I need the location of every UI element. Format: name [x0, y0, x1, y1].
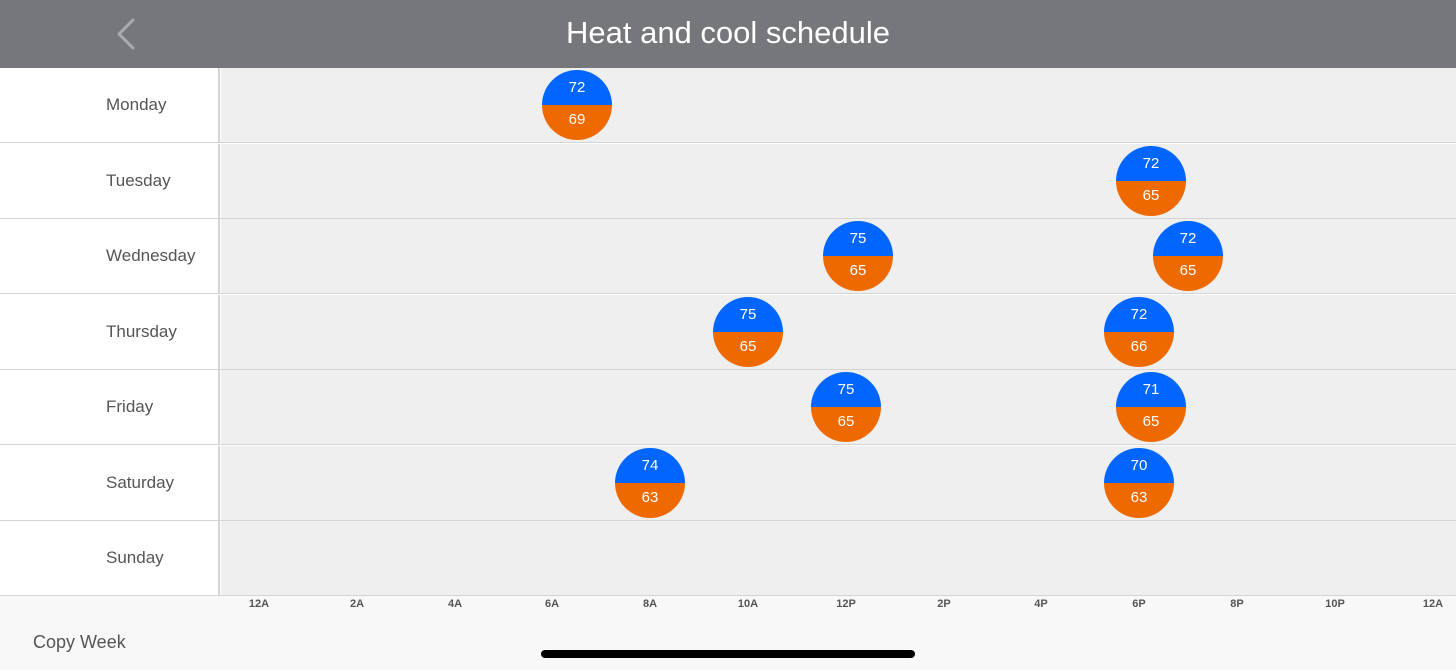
axis-tick-label: 4P [1034, 598, 1048, 610]
axis-tick-label: 8P [1230, 598, 1244, 610]
axis-tick-label: 10A [737, 598, 759, 610]
cool-setpoint: 71 [1116, 372, 1186, 407]
bottom-bar: Copy Week [0, 616, 1456, 670]
setpoint-bubble[interactable]: 71 65 [1116, 372, 1186, 442]
cool-setpoint: 75 [811, 372, 881, 407]
day-label: Wednesday [106, 246, 196, 265]
cool-setpoint: 74 [615, 448, 685, 483]
cool-setpoint: 72 [1104, 297, 1174, 332]
day-label: Sunday [106, 548, 164, 567]
heat-setpoint: 65 [811, 407, 881, 442]
back-button[interactable] [108, 12, 148, 56]
page-title: Heat and cool schedule [565, 15, 890, 50]
day-label-cell: Wednesday [0, 219, 220, 293]
heat-setpoint: 65 [1116, 407, 1186, 442]
axis-tick-label: 2P [937, 598, 951, 610]
axis-tick-label: 12A [248, 598, 270, 610]
day-label-cell: Friday [0, 370, 220, 444]
cool-setpoint: 75 [823, 221, 893, 256]
axis-tick-label: 10P [1325, 598, 1345, 610]
time-axis: 12A 2A 4A 6A 8A 10A 12P 2P 4P 6P 8P 10P 12A [0, 596, 1456, 616]
nav-bar: Heat and cool schedule [0, 0, 1456, 68]
day-label: Saturday [106, 473, 175, 492]
setpoint-bubble[interactable]: 74 63 [615, 448, 685, 518]
setpoint-bubble[interactable]: 72 69 [542, 70, 612, 140]
setpoint-bubble[interactable]: 75 65 [823, 221, 893, 291]
day-label: Monday [106, 95, 167, 114]
day-label-cell: Sunday [0, 521, 220, 595]
axis-tick-label: 8A [642, 598, 658, 610]
day-row: Saturday 74 63 70 63 [0, 446, 1456, 521]
day-label-cell: Saturday [0, 446, 220, 520]
chevron-left-icon [117, 18, 135, 50]
cool-setpoint: 72 [1116, 146, 1186, 181]
axis-tick-label: 4A [447, 598, 463, 610]
setpoint-bubble[interactable]: 72 66 [1104, 297, 1174, 367]
day-label-cell: Tuesday [0, 144, 220, 218]
copy-week-button[interactable]: Copy Week [33, 632, 126, 652]
day-label: Thursday [106, 322, 177, 341]
axis-tick-label: 12A [1422, 598, 1444, 610]
day-track[interactable] [221, 144, 1456, 218]
day-row: Thursday 75 65 72 66 [0, 295, 1456, 370]
heat-setpoint: 65 [1153, 256, 1223, 291]
axis-tick-label: 6P [1132, 598, 1146, 610]
heat-setpoint: 65 [713, 332, 783, 367]
day-row: Sunday [0, 521, 1456, 596]
day-row: Wednesday 75 65 72 65 [0, 219, 1456, 294]
day-label: Friday [106, 397, 154, 416]
day-label-cell: Monday [0, 68, 220, 142]
heat-setpoint: 63 [1104, 483, 1174, 518]
day-label: Tuesday [106, 171, 171, 190]
day-row: Friday 75 65 71 65 [0, 370, 1456, 445]
heat-setpoint: 66 [1104, 332, 1174, 367]
day-track[interactable] [221, 295, 1456, 369]
setpoint-bubble[interactable]: 72 65 [1116, 146, 1186, 216]
day-track[interactable] [221, 521, 1456, 595]
day-track[interactable] [221, 68, 1456, 142]
heat-setpoint: 69 [542, 105, 612, 140]
day-row: Monday 72 69 [0, 68, 1456, 143]
day-label-cell: Thursday [0, 295, 220, 369]
schedule-grid: Monday 72 69 Tuesday 72 65 Wednesday 75 65 72 65 Th… [0, 68, 1456, 596]
home-indicator [541, 650, 915, 658]
setpoint-bubble[interactable]: 75 65 [713, 297, 783, 367]
axis-tick-label: 6A [544, 598, 560, 610]
setpoint-bubble[interactable]: 70 63 [1104, 448, 1174, 518]
heat-setpoint: 65 [1116, 181, 1186, 216]
day-row: Tuesday 72 65 [0, 144, 1456, 219]
cool-setpoint: 72 [542, 70, 612, 105]
axis-tick-label: 12P [836, 598, 856, 610]
cool-setpoint: 75 [713, 297, 783, 332]
day-track[interactable] [221, 446, 1456, 520]
heat-setpoint: 63 [615, 483, 685, 518]
setpoint-bubble[interactable]: 72 65 [1153, 221, 1223, 291]
axis-tick-label: 2A [349, 598, 365, 610]
cool-setpoint: 72 [1153, 221, 1223, 256]
heat-setpoint: 65 [823, 256, 893, 291]
cool-setpoint: 70 [1104, 448, 1174, 483]
setpoint-bubble[interactable]: 75 65 [811, 372, 881, 442]
